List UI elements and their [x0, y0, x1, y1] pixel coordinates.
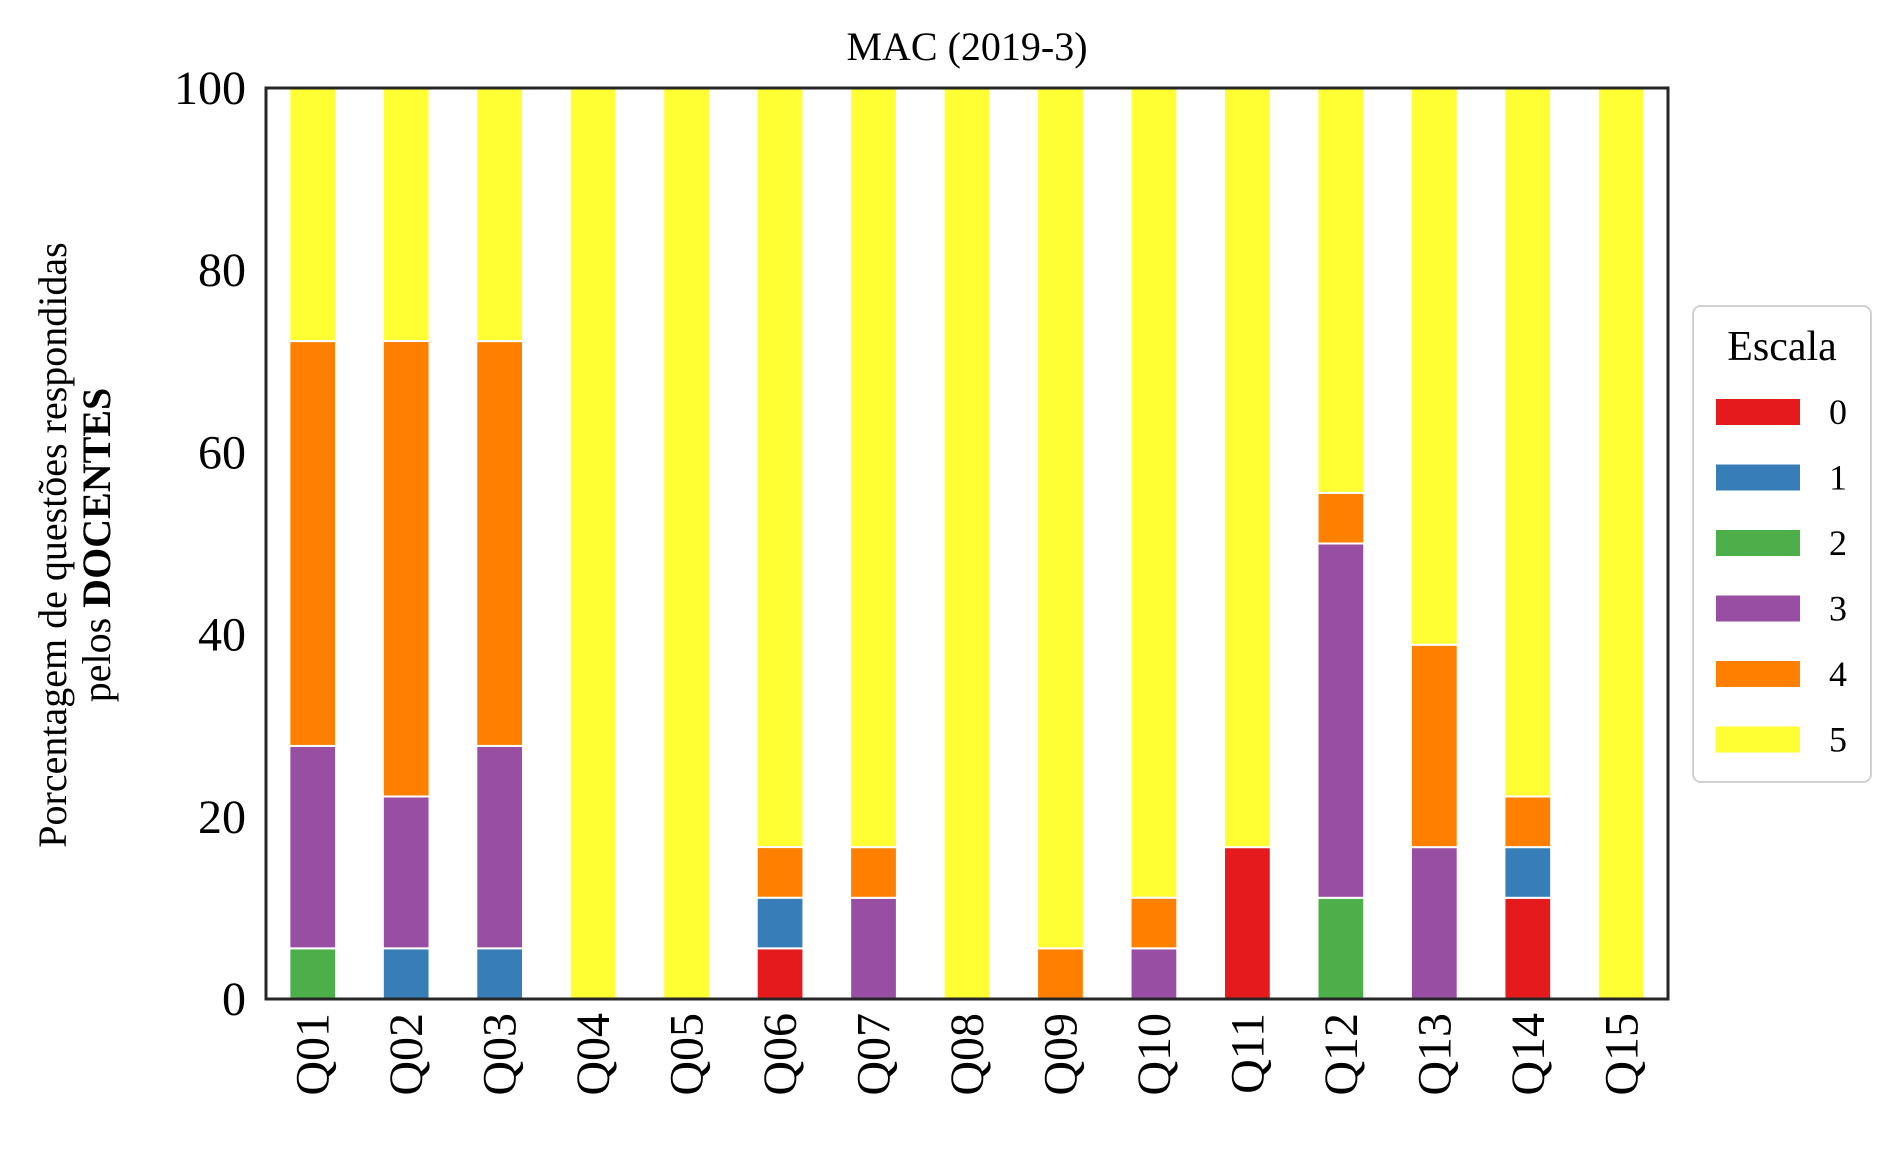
- bar-q02-scale-3: [381, 795, 431, 950]
- bar-q01-scale-2: [288, 947, 338, 1000]
- legend-label-2: 2: [1829, 523, 1847, 563]
- bar-q06-scale-0: [755, 947, 805, 1000]
- bar-q02-scale-1: [381, 947, 431, 1000]
- x-tick-label-q10: Q10: [1128, 1013, 1181, 1096]
- bar-q09-scale-4: [1036, 947, 1085, 1000]
- bar-q03-scale-4: [475, 340, 525, 747]
- legend-label-5: 5: [1829, 720, 1847, 760]
- bar-q10-scale-3: [1129, 947, 1179, 1000]
- x-tick-label-q04: Q04: [567, 1013, 620, 1096]
- bar-q03-scale-3: [475, 744, 525, 950]
- y-tick-label: 40: [198, 609, 246, 662]
- bar-q01-scale-5: [288, 87, 338, 343]
- bar-q14-scale-4: [1503, 795, 1553, 849]
- bar-q06-scale-5: [755, 86, 805, 849]
- y-axis-label-prefix: pelos: [74, 618, 119, 702]
- plot-frame: [264, 86, 1670, 1001]
- bar-q08-scale-5: [942, 87, 992, 1000]
- legend-label-1: 1: [1829, 458, 1847, 498]
- legend: Escala 0 1 2 3 4 5: [1692, 305, 1872, 783]
- bar-q14-scale-0: [1503, 896, 1553, 1000]
- x-tick-label-q09: Q09: [1034, 1013, 1087, 1096]
- bar-q05-scale-5: [662, 87, 711, 1000]
- bar-q11-scale-5: [1223, 87, 1272, 849]
- y-tick-label: 20: [198, 791, 246, 844]
- bar-q02-scale-4: [381, 339, 431, 798]
- bar-q12-scale-3: [1316, 542, 1366, 899]
- legend-swatch-2: [1716, 530, 1800, 556]
- x-tick-label-q07: Q07: [848, 1013, 901, 1096]
- bar-q07-scale-5: [849, 87, 898, 849]
- bars-layer: [288, 86, 1646, 1001]
- y-axis-label-line2: pelos DOCENTES: [74, 388, 119, 703]
- bar-q15-scale-5: [1596, 87, 1646, 1000]
- bar-q01-scale-4: [288, 340, 338, 747]
- y-axis-ticks: 0 20 40 60 80 100: [174, 62, 246, 1026]
- bar-q10-scale-4: [1129, 896, 1179, 950]
- x-tick-label-q05: Q05: [661, 1013, 714, 1096]
- legend-label-4: 4: [1829, 654, 1847, 694]
- y-axis-label: Porcentagem de questões respondidas pelo…: [30, 242, 119, 847]
- legend-swatch-5: [1716, 726, 1800, 753]
- x-tick-label-q13: Q13: [1408, 1013, 1461, 1096]
- bar-q11-scale-0: [1223, 846, 1272, 1001]
- bar-q13-scale-5: [1409, 87, 1459, 646]
- x-tick-label-q11: Q11: [1221, 1013, 1274, 1094]
- legend-title: Escala: [1727, 324, 1837, 370]
- bar-q12-scale-2: [1316, 896, 1366, 1000]
- bar-q04-scale-5: [568, 87, 618, 1000]
- y-tick-label: 100: [174, 62, 246, 115]
- legend-swatch-1: [1716, 464, 1800, 491]
- x-tick-label-q06: Q06: [754, 1013, 807, 1096]
- y-tick-label: 80: [198, 244, 246, 297]
- bar-q06-scale-1: [755, 896, 805, 950]
- bar-q07-scale-3: [849, 896, 898, 1000]
- bar-q10-scale-5: [1129, 86, 1179, 899]
- bar-q07-scale-4: [849, 846, 898, 899]
- bar-q12-scale-4: [1316, 491, 1366, 545]
- x-tick-label-q15: Q15: [1595, 1013, 1648, 1096]
- bar-q06-scale-4: [755, 846, 805, 899]
- x-tick-label-q14: Q14: [1502, 1013, 1555, 1096]
- x-tick-label-q08: Q08: [941, 1013, 994, 1096]
- y-axis-label-bold: DOCENTES: [74, 388, 119, 608]
- y-tick-label: 60: [198, 426, 246, 479]
- bar-q12-scale-5: [1316, 87, 1366, 494]
- bar-q09-scale-5: [1036, 87, 1085, 950]
- y-axis-label-line1: Porcentagem de questões respondidas: [30, 242, 75, 847]
- x-tick-label-q12: Q12: [1315, 1013, 1368, 1096]
- x-axis-ticks: Q01 Q02 Q03 Q04 Q05 Q06 Q07 Q08 Q09 Q10 Q11 Q12 Q13 Q…: [287, 1013, 1649, 1096]
- chart-title: MAC (2019-3): [846, 24, 1087, 69]
- bar-q02-scale-5: [381, 86, 431, 342]
- bar-q03-scale-5: [475, 87, 525, 343]
- x-tick-label-q03: Q03: [474, 1013, 527, 1096]
- bar-q14-scale-5: [1503, 86, 1553, 798]
- x-tick-label-q02: Q02: [380, 1013, 433, 1096]
- legend-swatch-4: [1716, 661, 1800, 687]
- legend-swatch-3: [1716, 595, 1800, 622]
- bar-q01-scale-3: [288, 744, 338, 950]
- x-tick-label-q01: Q01: [287, 1013, 340, 1096]
- bar-q14-scale-1: [1503, 846, 1553, 899]
- bar-q13-scale-3: [1409, 846, 1459, 1001]
- legend-label-0: 0: [1829, 392, 1847, 432]
- bar-q13-scale-4: [1409, 643, 1459, 849]
- legend-items: 0 1 2 3 4 5: [1716, 392, 1847, 760]
- y-tick-label: 0: [222, 973, 246, 1026]
- legend-swatch-0: [1716, 399, 1800, 425]
- bar-q03-scale-1: [475, 947, 525, 1000]
- legend-label-3: 3: [1829, 589, 1847, 629]
